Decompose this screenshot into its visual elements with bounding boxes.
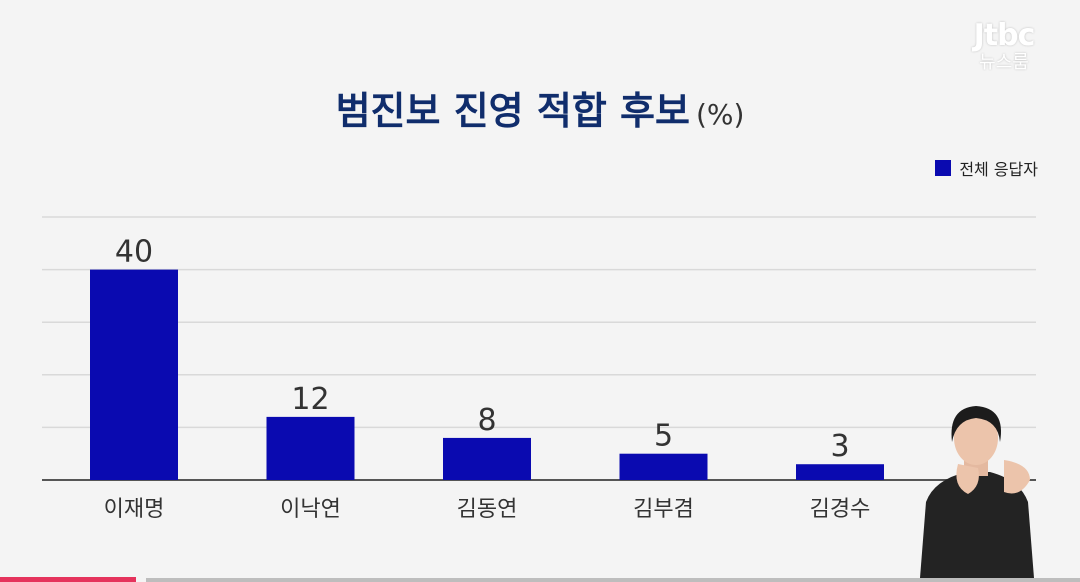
logo-text: Jtbc	[973, 18, 1036, 53]
bar	[619, 453, 708, 480]
chart-title-unit: (%)	[695, 98, 745, 131]
chart-legend: 전체 응답자	[935, 156, 1038, 180]
jtbc-newsroom-logo: Jtbc 뉴스룸	[962, 20, 1046, 74]
legend-label: 전체 응답자	[959, 160, 1038, 179]
data-label: 8	[477, 403, 496, 438]
x-tick-label: 김동연	[457, 497, 518, 522]
progress-bar-track	[146, 578, 1080, 582]
data-label: 3	[830, 429, 849, 464]
logo-subtext: 뉴스룸	[979, 52, 1029, 73]
bar	[443, 437, 531, 480]
data-label: 5	[654, 419, 673, 454]
sign-language-interpreter	[920, 406, 1034, 578]
x-tick-label: 김경수	[810, 497, 871, 522]
bar	[266, 416, 355, 480]
data-label: 40	[115, 235, 153, 270]
chart-title-text: 범진보 진영 적합 후보	[335, 89, 690, 133]
bar	[796, 464, 884, 480]
x-tick-label: 김부겸	[633, 497, 694, 522]
data-label: 12	[291, 382, 329, 417]
x-tick-label: 이낙연	[280, 497, 341, 522]
progress-bar-accent	[0, 577, 136, 582]
bar	[90, 269, 178, 480]
legend-swatch	[935, 160, 952, 176]
x-tick-label: 이재명	[104, 497, 165, 522]
chart-title: 범진보 진영 적합 후보 (%)	[0, 80, 1080, 135]
